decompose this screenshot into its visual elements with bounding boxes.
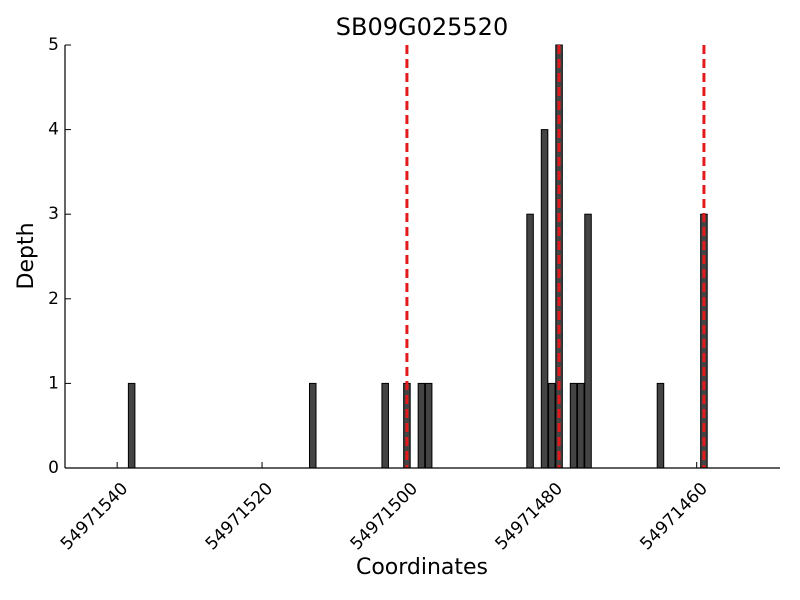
bar bbox=[381, 382, 389, 469]
bar bbox=[526, 213, 534, 469]
bar bbox=[127, 382, 136, 469]
y-tick-label: 2 bbox=[48, 289, 59, 309]
bar bbox=[308, 382, 317, 469]
bar bbox=[584, 213, 592, 469]
chart-title: SB09G025520 bbox=[336, 13, 508, 41]
bar bbox=[569, 382, 578, 469]
bar bbox=[656, 382, 665, 469]
y-tick-label: 3 bbox=[48, 204, 59, 224]
y-axis-label: Depth bbox=[14, 222, 39, 289]
y-tick-label: 4 bbox=[48, 120, 59, 140]
bar bbox=[417, 382, 426, 469]
bar bbox=[548, 382, 556, 469]
bar bbox=[424, 382, 433, 469]
y-tick-label: 0 bbox=[48, 458, 59, 478]
y-tick-label: 1 bbox=[48, 373, 59, 393]
y-tick-label: 5 bbox=[48, 35, 59, 55]
bar bbox=[577, 382, 585, 469]
x-axis-label: Coordinates bbox=[356, 555, 488, 580]
bar bbox=[540, 129, 549, 469]
